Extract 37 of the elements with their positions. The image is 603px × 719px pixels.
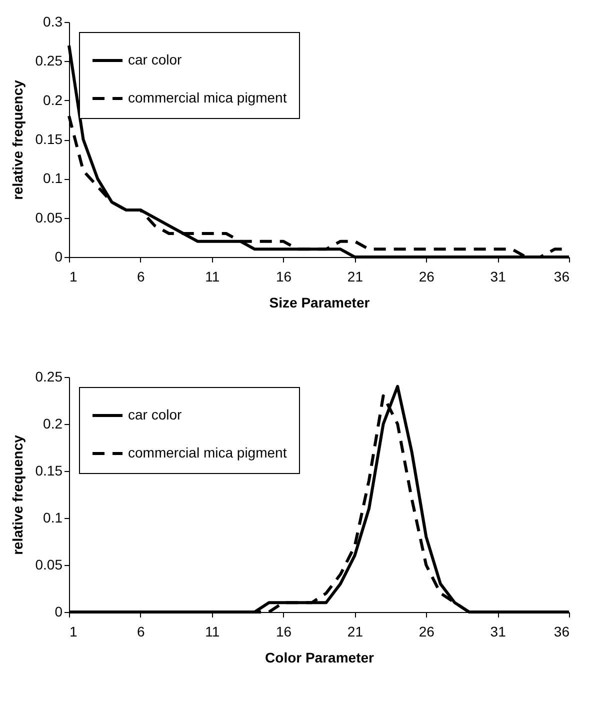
y-tick-label: 0.1 [43, 170, 63, 186]
legend-label: car color [128, 406, 182, 422]
legend-label: car color [128, 52, 182, 68]
y-tick-label: 0.05 [35, 209, 63, 226]
y-tick-label: 0.15 [35, 131, 63, 147]
x-tick-label: 16 [276, 624, 292, 640]
x-tick-label: 21 [347, 624, 364, 640]
x-tick-label: 6 [137, 268, 146, 284]
x-tick-label: 11 [205, 624, 220, 640]
y-tick-label: 0.15 [35, 462, 63, 478]
y-axis-title: relative frequency [9, 434, 26, 555]
y-axis-title: relative frequency [9, 80, 26, 200]
x-tick-label: 6 [137, 624, 146, 640]
y-tick-label: 0 [54, 248, 63, 264]
x-tick-label: 11 [205, 268, 220, 284]
legend-label: commercial mica pigment [128, 90, 287, 106]
x-tick-label: 36 [554, 624, 570, 640]
x-tick-label: 21 [347, 268, 364, 284]
y-tick-label: 0.25 [35, 368, 63, 384]
x-tick-label: 1 [70, 624, 78, 640]
y-tick-label: 0.2 [43, 92, 63, 108]
x-axis-title: Color Parameter [265, 650, 375, 666]
y-tick-label: 0.2 [43, 416, 63, 432]
x-tick-label: 31 [490, 624, 506, 640]
x-tick-label: 26 [418, 624, 435, 640]
x-tick-label: 26 [418, 268, 435, 284]
x-tick-label: 31 [490, 268, 506, 284]
x-tick-label: 16 [276, 268, 292, 284]
x-tick-label: 36 [554, 268, 570, 284]
x-axis-title: Size Parameter [269, 294, 370, 310]
y-tick-label: 0.1 [43, 510, 63, 526]
y-tick-label: 0.05 [35, 556, 63, 572]
y-tick-label: 0 [54, 604, 63, 620]
legend-label: commercial mica pigment [128, 444, 287, 460]
y-tick-label: 0.3 [43, 14, 63, 30]
y-tick-label: 0.25 [35, 52, 63, 69]
x-tick-label: 1 [70, 268, 78, 284]
